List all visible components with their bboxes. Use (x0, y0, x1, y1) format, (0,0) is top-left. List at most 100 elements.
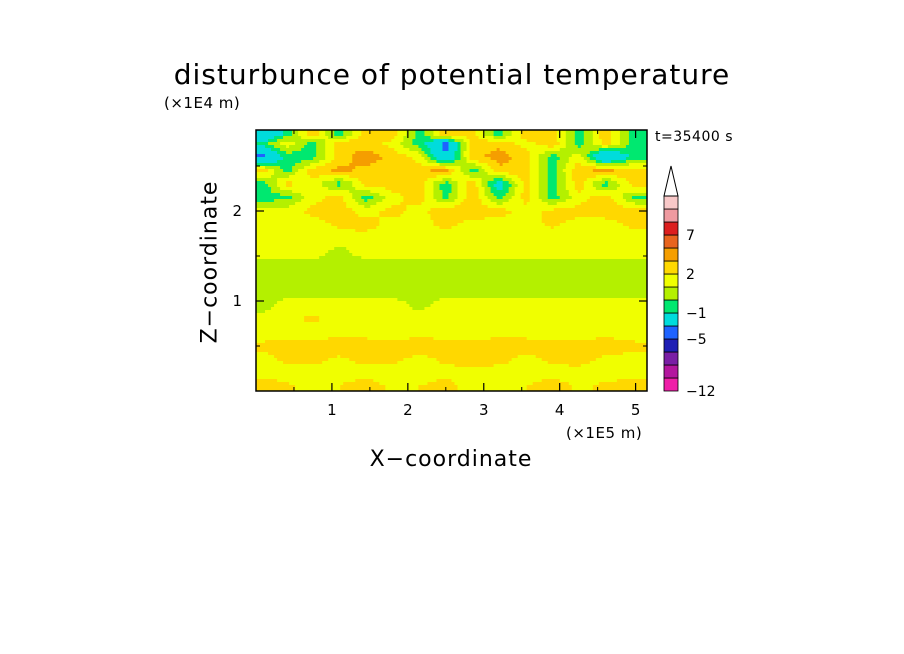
field-cell (628, 157, 633, 161)
field-cell (310, 133, 314, 137)
field-cell (418, 157, 423, 161)
field-cell (640, 130, 645, 134)
field-cell (361, 145, 365, 149)
field-cell (556, 133, 561, 137)
field-cell (529, 139, 534, 143)
field-cell (544, 157, 549, 161)
field-cell (544, 142, 549, 146)
field-cell (265, 154, 269, 158)
field-cell (586, 133, 591, 137)
field-cell (364, 154, 368, 158)
field-cell (361, 151, 365, 155)
field-cell (268, 163, 272, 167)
field-cell (337, 163, 341, 167)
field-cell (361, 148, 365, 152)
field-cell (412, 130, 417, 134)
field-cell (409, 154, 413, 158)
field-cell (391, 133, 395, 137)
field-cell (535, 145, 540, 149)
field-cell (391, 139, 395, 143)
field-cell (634, 142, 639, 146)
field-cell (640, 148, 645, 152)
field-cell (313, 130, 317, 134)
field-cell (535, 133, 540, 137)
field-cell (376, 136, 380, 140)
field-cell (322, 148, 326, 152)
field-cell (457, 130, 462, 134)
field-cell (529, 142, 534, 146)
field-cell (370, 136, 374, 140)
field-cell (505, 142, 510, 146)
field-cell (544, 145, 549, 149)
field-cell (610, 148, 615, 152)
field-cell (628, 151, 633, 155)
field-cell (451, 130, 456, 134)
field-cell (478, 145, 483, 149)
field-cell (349, 130, 353, 134)
field-cell (355, 130, 359, 134)
field-cell (628, 145, 633, 149)
field-cell (526, 154, 531, 158)
field-cell (391, 154, 395, 158)
field-cell (484, 130, 489, 134)
field-cell (607, 142, 612, 146)
field-cell (565, 160, 570, 164)
field-cell (502, 151, 507, 155)
field-cell (604, 151, 609, 155)
field-cell (427, 154, 432, 158)
field-cell (328, 130, 332, 134)
field-cell (271, 133, 275, 137)
field-cell (502, 160, 507, 164)
field-cell (496, 130, 501, 134)
field-cell (502, 145, 507, 149)
field-cell (631, 136, 636, 140)
field-cell (382, 136, 386, 140)
field-cell (400, 145, 404, 149)
field-cell (586, 136, 591, 140)
field-cell (463, 154, 468, 158)
field-cell (463, 142, 468, 146)
field-cell (508, 148, 513, 152)
field-cell (622, 130, 627, 134)
field-cell (337, 151, 341, 155)
field-cell (598, 154, 603, 158)
field-cell (400, 130, 404, 134)
field-cell (466, 148, 471, 152)
field-cell (604, 139, 609, 143)
field-cell (454, 130, 459, 134)
field-cell (514, 142, 519, 146)
field-cell (427, 160, 432, 164)
field-cell (283, 136, 287, 140)
field-cell (547, 151, 552, 155)
field-cell (469, 160, 474, 164)
field-cell (493, 133, 498, 137)
field-cell (556, 160, 561, 164)
field-cell (493, 139, 498, 143)
field-cell (436, 136, 441, 140)
field-cell (463, 136, 468, 140)
field-cell (616, 157, 621, 161)
field-cell (403, 151, 407, 155)
field-cell (406, 142, 410, 146)
field-cell (571, 145, 576, 149)
field-cell (421, 139, 426, 143)
field-cell (577, 157, 582, 161)
field-cell (499, 145, 504, 149)
field-cell (571, 133, 576, 137)
field-cell (622, 154, 627, 158)
field-cell (307, 145, 311, 149)
field-cell (358, 160, 362, 164)
field-cell (415, 145, 420, 149)
field-cell (301, 142, 305, 146)
field-cell (421, 154, 426, 158)
field-cell (277, 151, 281, 155)
field-cell (403, 157, 407, 161)
field-cell (490, 133, 495, 137)
field-cell (502, 136, 507, 140)
field-cell (394, 151, 398, 155)
field-cell (418, 136, 423, 140)
field-cell (457, 139, 462, 143)
field-cell (523, 133, 528, 137)
field-cell (379, 133, 383, 137)
field-cell (379, 151, 383, 155)
